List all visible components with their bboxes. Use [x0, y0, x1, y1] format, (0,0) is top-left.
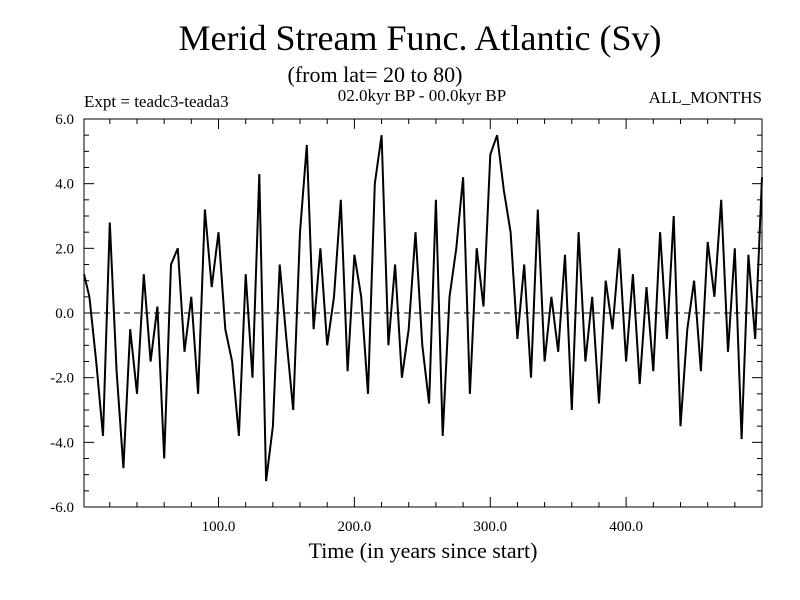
y-tick-label: 4.0	[55, 177, 74, 193]
experiment-label: Expt = teadc3-teada3	[84, 92, 229, 111]
x-axis: 100.0 200.0 300.0 400.0	[202, 119, 643, 535]
series-line	[83, 134, 763, 482]
x-tick-label: 300.0	[473, 519, 507, 535]
months-label: ALL_MONTHS	[649, 88, 762, 107]
x-tick-label: 200.0	[338, 519, 372, 535]
minor-ticks	[84, 119, 762, 507]
y-tick-label: 2.0	[55, 241, 74, 257]
chart-subtitle: (from lat= 20 to 80)	[288, 62, 463, 87]
period-label: 02.0kyr BP - 00.0kyr BP	[338, 86, 506, 105]
y-axis: 6.0 4.0 2.0 0.0 -2.0 -4.0 -6.0	[50, 112, 762, 516]
x-tick-label: 400.0	[609, 519, 643, 535]
y-tick-label: 0.0	[55, 306, 74, 322]
x-tick-label: 100.0	[202, 519, 236, 535]
x-axis-label: Time (in years since start)	[309, 538, 538, 563]
y-tick-label: -4.0	[50, 435, 74, 451]
y-tick-label: 6.0	[55, 112, 74, 128]
chart-title: Merid Stream Func. Atlantic (Sv)	[179, 18, 662, 58]
y-tick-label: -2.0	[50, 371, 74, 387]
y-tick-label: -6.0	[50, 500, 74, 516]
